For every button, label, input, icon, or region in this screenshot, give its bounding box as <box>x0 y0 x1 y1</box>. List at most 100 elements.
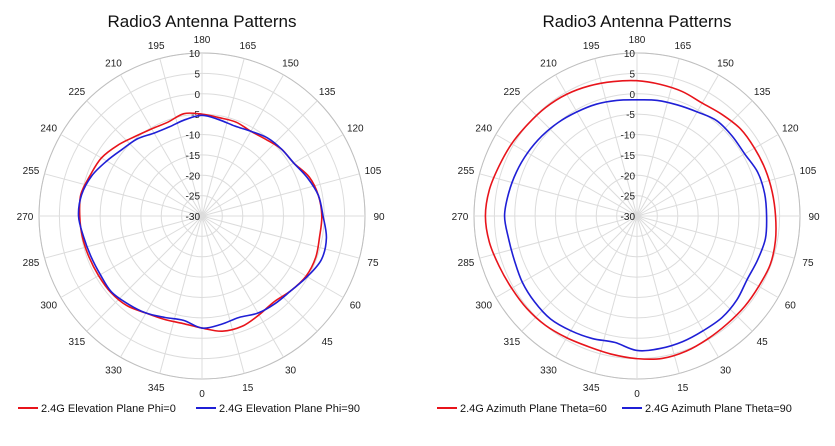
radial-tick-label: -10 <box>621 131 636 142</box>
angle-tick-label: 75 <box>802 258 814 269</box>
angle-tick-label: 105 <box>365 166 382 177</box>
grid-spoke <box>636 58 680 217</box>
grid-spoke <box>159 215 203 374</box>
grid-spoke <box>201 215 284 358</box>
angle-tick-label: 105 <box>800 166 817 177</box>
angle-tick-label: 165 <box>239 41 256 52</box>
angle-tick-label: 150 <box>717 59 734 70</box>
radial-tick-label: -30 <box>186 212 201 223</box>
grid-spoke <box>120 215 203 358</box>
grid-spoke <box>636 100 753 217</box>
grid-spoke <box>636 215 795 259</box>
chart-title: Radio3 Antenna Patterns <box>107 12 296 31</box>
angle-tick-label: 60 <box>785 301 797 312</box>
angle-tick-label: 120 <box>347 124 364 135</box>
grid-spoke <box>555 215 638 358</box>
angle-tick-label: 315 <box>503 337 520 348</box>
angle-tick-label: 240 <box>475 124 492 135</box>
angle-tick-label: 330 <box>540 365 557 376</box>
angle-tick-label: 0 <box>634 389 640 400</box>
grid-spoke <box>120 74 203 217</box>
grid-spoke <box>495 134 638 217</box>
radial-tick-label: 5 <box>194 69 200 80</box>
angle-tick-label: 15 <box>242 383 254 394</box>
angle-tick-label: 225 <box>68 87 85 98</box>
grid-spoke <box>636 215 680 374</box>
angle-tick-label: 195 <box>148 41 165 52</box>
grid-spoke <box>201 215 344 298</box>
angle-tick-label: 270 <box>17 212 34 223</box>
grid-spoke <box>521 215 638 332</box>
chart-title: Radio3 Antenna Patterns <box>542 12 731 31</box>
series-line <box>78 112 323 332</box>
angle-tick-label: 30 <box>720 365 732 376</box>
angle-tick-label: 345 <box>148 383 165 394</box>
angle-tick-label: 255 <box>458 166 475 177</box>
grid-spoke <box>201 134 344 217</box>
series-line <box>503 99 768 352</box>
angle-tick-label: 225 <box>503 87 520 98</box>
grid-spoke <box>479 173 638 217</box>
grid-spoke <box>636 215 719 358</box>
angle-tick-label: 30 <box>285 365 297 376</box>
polar-chart-2: Radio3 Antenna Patterns01530456075901051… <box>437 12 820 415</box>
angle-tick-label: 45 <box>322 337 334 348</box>
grid-spoke <box>159 58 203 217</box>
radial-tick-label: 10 <box>189 49 201 60</box>
radial-tick-label: -25 <box>186 192 201 203</box>
grid-spoke <box>44 215 203 259</box>
angle-tick-label: 255 <box>23 166 40 177</box>
angle-tick-label: 300 <box>40 301 57 312</box>
series-line <box>77 114 328 329</box>
grid-spoke <box>201 100 318 217</box>
radial-tick-label: -15 <box>621 151 636 162</box>
angle-tick-label: 135 <box>754 87 771 98</box>
grid-spoke <box>636 74 719 217</box>
angle-tick-label: 75 <box>367 258 379 269</box>
angle-tick-label: 45 <box>757 337 769 348</box>
grid-spoke <box>201 215 318 332</box>
angle-tick-label: 270 <box>452 212 469 223</box>
radial-tick-label: 10 <box>624 49 636 60</box>
grid-spoke <box>555 74 638 217</box>
grid-spoke <box>636 215 779 298</box>
grid-spoke <box>636 215 753 332</box>
radial-tick-label: -20 <box>621 171 636 182</box>
grid-spoke <box>201 215 245 374</box>
grid-spoke <box>60 134 203 217</box>
angle-tick-label: 180 <box>194 35 211 46</box>
grid-spoke <box>86 100 203 217</box>
grid-spoke <box>201 173 360 217</box>
radial-tick-label: 0 <box>629 90 635 101</box>
grid-spoke <box>44 173 203 217</box>
angle-tick-label: 315 <box>68 337 85 348</box>
legend-label: 2.4G Azimuth Plane Theta=90 <box>645 403 792 415</box>
radial-tick-label: -25 <box>621 192 636 203</box>
radial-tick-label: -5 <box>626 110 635 121</box>
angle-tick-label: 330 <box>105 365 122 376</box>
grid-spoke <box>201 215 360 259</box>
legend-label: 2.4G Azimuth Plane Theta=60 <box>460 403 607 415</box>
radial-tick-label: -15 <box>186 151 201 162</box>
angle-tick-label: 135 <box>319 87 336 98</box>
angle-tick-label: 300 <box>475 301 492 312</box>
angle-tick-label: 120 <box>782 124 799 135</box>
grid-spoke <box>201 74 284 217</box>
grid-spoke <box>201 58 245 217</box>
radial-tick-label: -10 <box>186 131 201 142</box>
angle-tick-label: 90 <box>373 212 385 223</box>
grid-spoke <box>636 173 795 217</box>
angle-tick-label: 210 <box>540 59 557 70</box>
angle-tick-label: 165 <box>674 41 691 52</box>
angle-tick-label: 15 <box>677 383 689 394</box>
series-line <box>484 79 777 361</box>
angle-tick-label: 60 <box>350 301 362 312</box>
grid-spoke <box>521 100 638 217</box>
angle-tick-label: 210 <box>105 59 122 70</box>
grid-spoke <box>86 215 203 332</box>
radial-tick-label: 0 <box>194 90 200 101</box>
grid-spoke <box>479 215 638 259</box>
angle-tick-label: 0 <box>199 389 205 400</box>
angle-tick-label: 150 <box>282 59 299 70</box>
